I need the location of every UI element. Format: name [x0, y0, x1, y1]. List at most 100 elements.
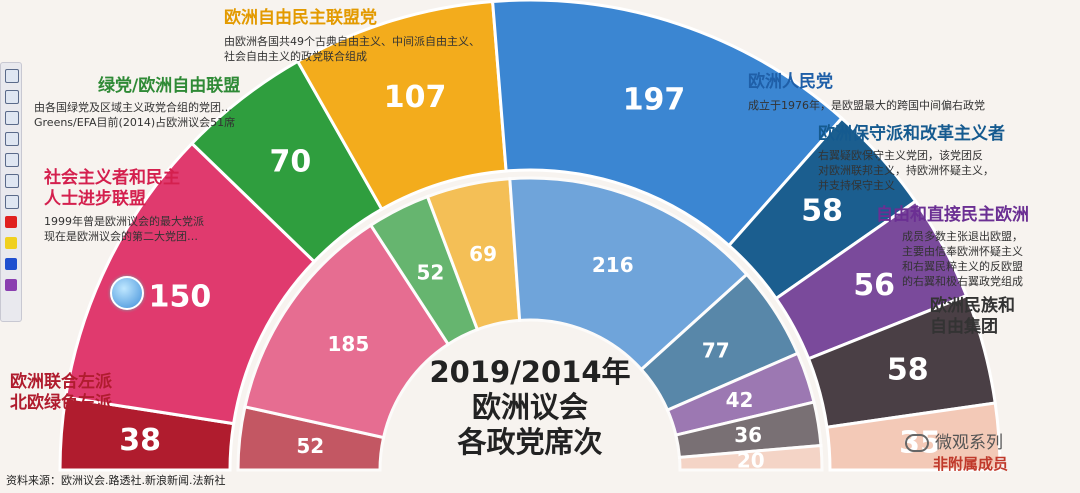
party-name: 欧洲人民党 [748, 72, 833, 93]
seat-wedge-2014-3 [425, 177, 522, 332]
screenshot-icon[interactable] [5, 153, 19, 167]
seat-wedge-2014-5 [639, 272, 800, 413]
party-description: 1999年曾是欧洲议会的最大党派 现在是欧洲议会的第二大党团… [44, 214, 204, 244]
party-label-2: 绿党/欧洲自由联盟由各国绿党及区域主义政党合组的党团… Greens/EFA目前(… [34, 76, 240, 129]
seat-wedge-2014-2 [368, 194, 480, 347]
seat-wedge-2019-3 [295, 0, 508, 212]
party-description-line: 右翼疑欧保守主义党团，该党团反 [818, 149, 983, 162]
pencil-icon[interactable] [5, 69, 19, 83]
color-swatch[interactable] [5, 258, 17, 270]
party-description-line: Greens/EFA目前(2014)占欧洲议会51席 [34, 116, 236, 129]
seat-label-2019-0: 38 [119, 423, 161, 458]
title-disc [390, 330, 670, 470]
seat-wedge-2019-0 [58, 395, 236, 472]
party-name-line: 欧洲联合左派 [10, 372, 112, 392]
party-name-line: 自由集团 [930, 317, 998, 337]
party-name-line: 北欧绿色左派 [10, 393, 112, 413]
party-description: 右翼疑欧保守主义党团，该党团反 对欧洲联邦主义，持欧洲怀疑主义， 并支持保守主义 [818, 148, 994, 193]
seat-label-2019-6: 56 [853, 268, 895, 303]
seat-label-2019-1: 150 [149, 279, 212, 314]
seat-wedge-2014-6 [665, 351, 816, 437]
party-name-line: 绿党/欧洲自由联盟 [98, 76, 241, 96]
party-name-line: 欧洲人民党 [748, 72, 833, 92]
seat-wedge-2014-7 [674, 400, 823, 460]
party-name: 欧洲自由民主联盟党 [224, 8, 377, 29]
color-swatch[interactable] [5, 237, 17, 249]
seat-wedge-2014-4 [508, 176, 749, 372]
seat-wedge-2019-1 [63, 141, 317, 426]
chart-title-line: 欧洲议会 [471, 390, 588, 424]
party-description-line: 的右翼和极右翼政党组成 [902, 275, 1023, 288]
party-name-line: 社会主义者和民主 [44, 168, 180, 188]
party-description-line: 现在是欧洲议会的第二大党团… [44, 230, 198, 243]
eraser-icon[interactable] [5, 132, 19, 146]
ellipse-icon[interactable] [5, 111, 19, 125]
party-description: 由欧洲各国共49个古典自由主义、中间派自由主义、 社会自由主义的政党联合组成 [224, 34, 480, 64]
party-name-line: 欧洲民族和 [930, 296, 1015, 316]
seat-label-2014-4: 216 [592, 253, 634, 277]
party-name-line: 人士进步联盟 [44, 189, 146, 209]
party-description-line: 1999年曾是欧洲议会的最大党派 [44, 215, 204, 228]
party-description-line: 对欧洲联邦主义，持欧洲怀疑主义， [818, 164, 994, 177]
watermark-text: 微观系列 [935, 433, 1003, 453]
party-description-line: 社会自由主义的政党联合组成 [224, 50, 367, 63]
party-name: 自由和直接民主欧洲 [876, 205, 1029, 226]
party-description-line: 主要由信奉欧洲怀疑主义 [902, 245, 1023, 258]
party-name: 欧洲民族和 自由集团 [930, 296, 1015, 338]
party-label-6: 自由和直接民主欧洲 成员多数主张退出欧盟， 主要由信奉欧洲怀疑主义 和右翼民粹主义的反… [876, 205, 1029, 288]
seat-label-2014-5: 77 [702, 338, 730, 362]
seat-wedge-2019-2 [189, 59, 384, 264]
seat-label-2014-2: 52 [416, 261, 444, 285]
watermark: 微观系列 [905, 428, 1003, 453]
chart-title-line: 2019/2014年 [429, 355, 631, 389]
party-name-line: 欧洲自由民主联盟党 [224, 8, 377, 28]
non-attached-label: 非附属成员 [933, 455, 1009, 473]
annotation-toolbar[interactable] [0, 62, 22, 322]
seat-wedge-2019-4 [490, 0, 844, 248]
color-swatch[interactable] [5, 279, 17, 291]
seat-wedge-2014-0 [236, 405, 386, 472]
seat-wedge-2014-1 [243, 223, 451, 440]
seat-label-2014-0: 52 [296, 434, 324, 458]
pointer-icon[interactable] [5, 195, 19, 209]
party-name-line: 自由和直接民主欧洲 [876, 205, 1029, 225]
party-name: 绿党/欧洲自由联盟 [98, 76, 240, 97]
party-description-line: 成立于1976年，是欧盟最大的跨国中间偏右政党 [748, 99, 985, 112]
seat-label-2019-5: 58 [801, 194, 843, 229]
seat-wedge-2014-8 [677, 443, 824, 472]
party-label-3: 欧洲自由民主联盟党由欧洲各国共49个古典自由主义、中间派自由主义、 社会自由主义的… [224, 8, 480, 63]
seat-label-2014-3: 69 [469, 242, 497, 266]
party-label-7: 欧洲民族和 自由集团 [930, 296, 1015, 338]
brush-icon[interactable] [5, 174, 19, 188]
party-description: 由各国绿党及区域主义政党合组的党团… Greens/EFA目前(2014)占欧洲议… [34, 100, 235, 130]
seat-wedge-2019-7 [806, 293, 997, 429]
party-label-1: 社会主义者和民主 人士进步联盟 1999年曾是欧洲议会的最大党派 现在是欧洲议会的第二… [44, 168, 204, 243]
seat-label-2014-8: 20 [737, 449, 765, 473]
seat-label-2014-7: 36 [734, 423, 762, 447]
party-name: 欧洲保守派和改革主义者 [818, 124, 1005, 145]
party-name-line: 欧洲保守派和改革主义者 [818, 124, 1005, 144]
chat-bubble-icon [905, 434, 929, 452]
party-description-line: 并支持保守主义 [818, 179, 895, 192]
seat-label-2019-2: 70 [269, 145, 311, 180]
tool-orb-icon[interactable] [110, 276, 144, 310]
party-description-line: 成员多数主张退出欧盟， [902, 230, 1023, 243]
party-description: 成立于1976年，是欧盟最大的跨国中间偏右政党 [748, 98, 985, 113]
seat-label-2014-1: 185 [327, 332, 369, 356]
chart-title: 2019/2014年 欧洲议会 各政党席次 [400, 355, 660, 460]
line-icon[interactable] [5, 90, 19, 104]
party-description-line: 由欧洲各国共49个古典自由主义、中间派自由主义、 [224, 35, 480, 48]
party-description: 成员多数主张退出欧盟， 主要由信奉欧洲怀疑主义 和右翼民粹主义的反欧盟 的右翼和极右翼… [902, 229, 1023, 289]
seat-label-2019-4: 197 [623, 83, 686, 118]
party-name: 欧洲联合左派 北欧绿色左派 [10, 372, 112, 414]
seat-wedge-2019-6 [774, 199, 969, 361]
party-description-line: 由各国绿党及区域主义政党合组的党团… [34, 101, 232, 114]
seat-label-2019-3: 107 [384, 80, 447, 115]
color-swatch[interactable] [5, 216, 17, 228]
seat-label-2019-7: 58 [887, 352, 929, 387]
chart-title-line: 各政党席次 [457, 425, 603, 459]
seat-label-2014-6: 42 [726, 388, 754, 412]
seat-wedge-2019-5 [726, 116, 918, 301]
